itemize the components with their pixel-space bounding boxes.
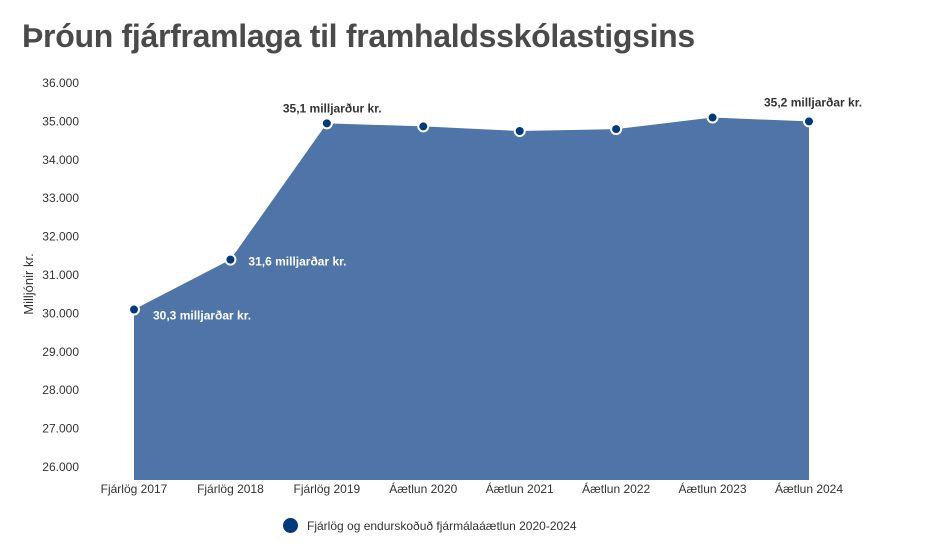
data-annotations: 30,3 milljarðar kr. 31,6 milljarðar kr. 35… — [153, 95, 862, 322]
area-layer — [134, 117, 809, 480]
y-axis-title: Milljónir kr. — [21, 253, 36, 314]
x-tick-label: Fjárlög 2017 — [101, 482, 168, 496]
data-point — [513, 125, 526, 137]
legend-circle-icon — [283, 518, 298, 533]
area-series — [134, 117, 809, 480]
y-tick-label: 30.000 — [42, 306, 79, 320]
y-axis-ticks: 26.000 27.000 28.000 29.000 30.000 31.000 32.0… — [42, 76, 79, 474]
x-tick-label: Áætlun 2022 — [582, 481, 650, 496]
y-tick-label: 36.000 — [42, 76, 79, 90]
y-tick-label: 28.000 — [42, 383, 79, 397]
y-tick-label: 32.000 — [42, 230, 79, 244]
x-tick-label: Fjárlög 2019 — [293, 482, 360, 496]
x-tick-label: Áætlun 2023 — [679, 481, 747, 496]
y-tick-label: 35.000 — [42, 114, 79, 128]
x-tick-label: Áætlun 2020 — [389, 481, 457, 496]
x-axis-ticks: Fjárlög 2017 Fjárlög 2018 Fjárlög 2019 Áætl… — [101, 481, 844, 496]
x-tick-label: Fjárlög 2018 — [197, 482, 264, 496]
x-tick-label: Áætlun 2024 — [775, 481, 843, 496]
chart-title: Þróun fjárframlaga til framhaldsskólasti… — [22, 18, 695, 54]
legend: Fjárlög og endurskoðuð fjármálaáætlun 20… — [283, 518, 577, 533]
y-tick-label: 34.000 — [42, 153, 79, 167]
data-point — [610, 123, 623, 136]
legend-label: Fjárlög og endurskoðuð fjármálaáætlun 20… — [307, 518, 577, 533]
data-markers — [128, 111, 815, 316]
data-label: 35,1 milljarður kr. — [283, 101, 382, 115]
data-label: 35,2 milljarðar kr. — [764, 95, 862, 109]
data-label: 31,6 milljarðar kr. — [248, 255, 346, 269]
y-tick-label: 31.000 — [42, 268, 79, 282]
data-point — [803, 115, 815, 128]
y-tick-label: 29.000 — [42, 345, 79, 359]
y-tick-label: 27.000 — [42, 422, 79, 436]
y-tick-label: 26.000 — [42, 460, 79, 474]
y-tick-label: 33.000 — [42, 191, 79, 205]
data-point — [224, 253, 237, 266]
data-point — [128, 303, 140, 316]
data-point — [320, 117, 333, 130]
data-label: 30,3 milljarðar kr. — [153, 309, 251, 323]
x-tick-label: Áætlun 2021 — [486, 481, 554, 496]
data-point — [417, 120, 430, 133]
data-point — [706, 111, 719, 124]
